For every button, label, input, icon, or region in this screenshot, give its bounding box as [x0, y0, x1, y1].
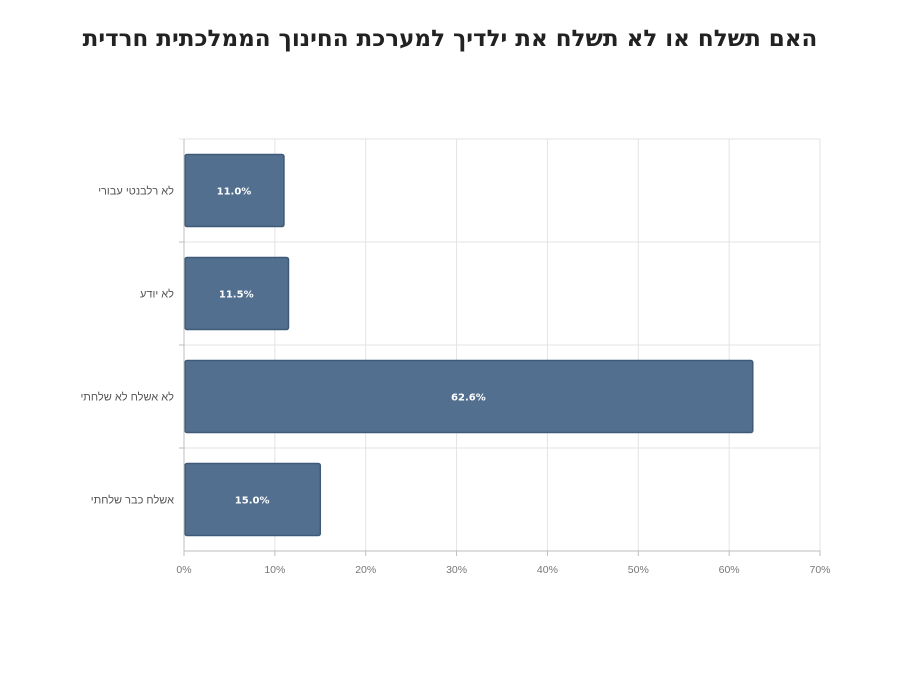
x-tick-label: 60%: [719, 564, 740, 576]
category-label: לא רלבנטי עבורי: [98, 185, 174, 198]
category-label: אשלח כבר שלחתי: [91, 494, 174, 507]
bars: [184, 153, 754, 537]
bar: [184, 462, 322, 537]
chart-title: האם תשלח או לא תשלח את ילדיך למערכת החינ…: [82, 26, 818, 52]
grid-lines: [179, 138, 821, 551]
x-tick-label: 20%: [355, 564, 376, 576]
axes: [179, 139, 821, 556]
data-label: 62.6%: [451, 393, 486, 404]
category-label: לא יודע: [140, 288, 174, 301]
x-tick-label: 70%: [809, 564, 830, 576]
x-tick-label: 10%: [264, 564, 285, 576]
data-label: 15.0%: [235, 496, 270, 507]
bar: [184, 256, 290, 331]
bar: [184, 359, 754, 434]
x-tick-label: 40%: [537, 564, 558, 576]
category-label: לא אשלח לא שלחתי: [80, 391, 174, 404]
data-label: 11.5%: [219, 290, 254, 301]
x-tick-label: 30%: [446, 564, 467, 576]
data-label: 11.0%: [217, 187, 252, 198]
bar: [184, 153, 285, 228]
labels: 0% 10% 20% 30% 40% 50% 60% 70% לא רלבנטי עבורי 11…: [80, 185, 830, 577]
x-tick-label: 0%: [176, 564, 191, 576]
x-tick-label: 50%: [628, 564, 649, 576]
